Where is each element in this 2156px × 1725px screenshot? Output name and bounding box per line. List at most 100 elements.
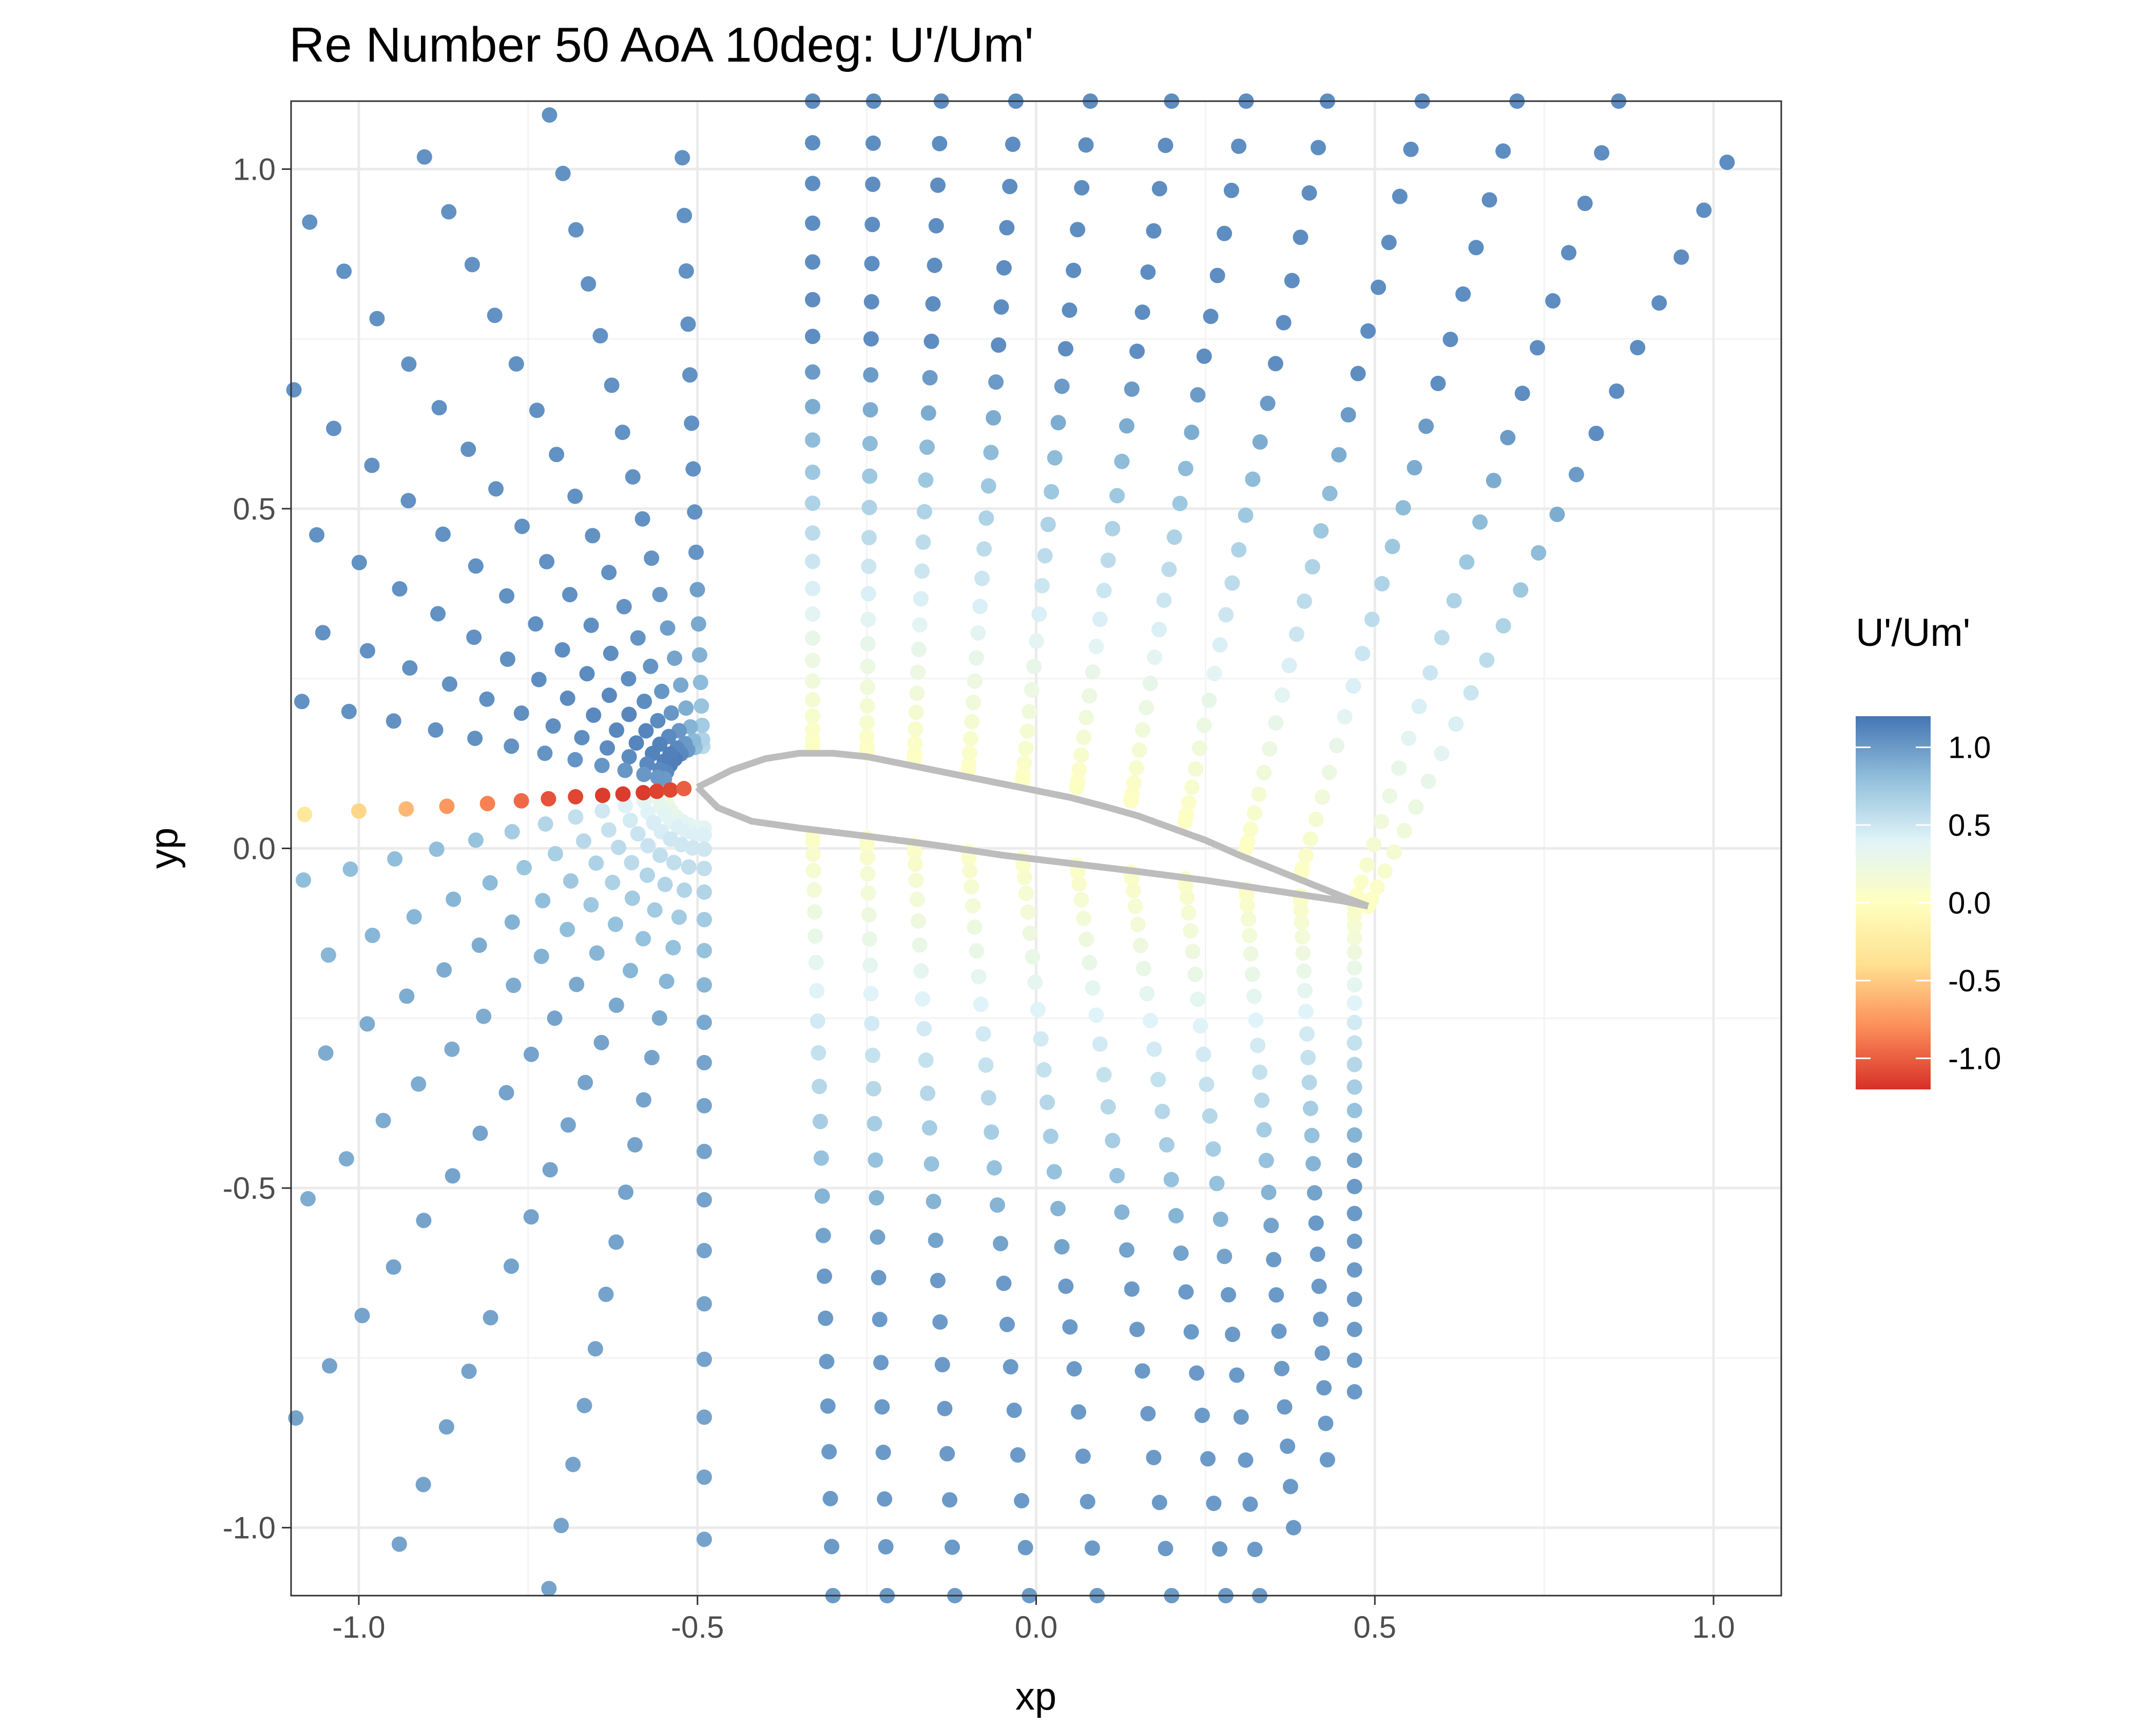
- data-point: [1355, 645, 1371, 661]
- data-point: [919, 439, 935, 455]
- data-point: [805, 553, 821, 569]
- data-point: [1070, 864, 1086, 880]
- data-point: [1486, 473, 1502, 489]
- data-point: [471, 937, 487, 953]
- data-point: [805, 329, 821, 344]
- data-point: [1346, 1262, 1362, 1278]
- data-point: [921, 1120, 937, 1136]
- data-point: [805, 708, 821, 724]
- data-point: [690, 616, 706, 632]
- data-point: [1561, 245, 1576, 261]
- data-point: [468, 832, 484, 848]
- data-point: [1066, 262, 1082, 278]
- data-point: [1184, 779, 1200, 795]
- data-point: [1129, 1321, 1145, 1337]
- data-point: [986, 410, 1002, 426]
- data-point: [654, 683, 670, 699]
- data-point: [1134, 1363, 1150, 1379]
- data-point: [910, 664, 926, 680]
- airfoil-upper-surface: [696, 750, 1370, 910]
- data-point: [1529, 340, 1545, 356]
- data-point: [630, 826, 646, 842]
- data-point: [639, 867, 655, 883]
- data-point: [969, 650, 985, 666]
- data-point: [937, 1401, 953, 1416]
- data-point: [1146, 1449, 1162, 1465]
- data-point: [915, 991, 931, 1007]
- data-point: [387, 851, 403, 867]
- data-point: [1463, 685, 1479, 701]
- data-point: [1418, 418, 1434, 434]
- data-point: [1381, 235, 1397, 251]
- data-point: [811, 1045, 826, 1061]
- data-point: [1054, 1239, 1070, 1255]
- data-point: [1472, 514, 1488, 530]
- data-point: [1163, 1172, 1179, 1187]
- data-point: [1127, 898, 1143, 914]
- data-point: [999, 1316, 1015, 1332]
- data-point: [875, 1444, 891, 1460]
- data-point: [1373, 814, 1389, 830]
- data-point: [1037, 548, 1053, 564]
- data-point: [1040, 516, 1056, 532]
- data-point: [909, 685, 925, 701]
- y-axis-label: yp: [142, 828, 186, 869]
- data-point: [1020, 904, 1036, 920]
- data-point: [676, 781, 692, 797]
- data-point: [861, 907, 877, 923]
- data-point: [392, 581, 408, 597]
- data-point: [871, 1270, 887, 1286]
- data-point: [1100, 1099, 1116, 1115]
- data-point: [603, 645, 619, 661]
- data-point: [1239, 897, 1255, 913]
- data-point: [872, 1312, 888, 1328]
- data-point: [593, 1034, 609, 1050]
- data-point: [1331, 447, 1347, 463]
- data-point: [932, 136, 948, 151]
- data-point: [336, 263, 352, 279]
- data-point: [1285, 1520, 1301, 1536]
- data-point: [1126, 775, 1142, 791]
- data-point: [1029, 633, 1045, 649]
- data-point: [1088, 639, 1104, 655]
- data-point: [859, 679, 875, 695]
- data-point: [805, 733, 821, 749]
- data-point: [1129, 343, 1145, 359]
- data-point: [861, 931, 877, 947]
- data-point: [649, 783, 665, 799]
- data-point: [587, 1341, 603, 1357]
- data-point: [807, 904, 823, 920]
- data-point: [805, 398, 821, 414]
- data-point: [1346, 930, 1362, 946]
- data-point: [498, 1085, 514, 1101]
- data-point: [1212, 637, 1228, 653]
- data-point: [499, 588, 515, 604]
- x-tick-label: 1.0: [1692, 1610, 1735, 1644]
- data-point: [1243, 946, 1259, 962]
- data-point: [416, 1213, 432, 1229]
- data-point: [694, 698, 709, 714]
- data-point: [1018, 740, 1034, 756]
- data-point: [805, 135, 821, 151]
- data-point: [624, 890, 640, 906]
- data-point: [608, 998, 624, 1013]
- data-point: [696, 1351, 712, 1367]
- data-point: [647, 902, 663, 918]
- data-point: [978, 1057, 994, 1073]
- data-point: [915, 534, 931, 550]
- data-point: [320, 947, 336, 963]
- data-point: [429, 841, 445, 857]
- data-point: [864, 256, 880, 272]
- data-point: [1305, 1156, 1321, 1172]
- data-point: [516, 860, 532, 876]
- data-point: [1058, 1278, 1074, 1294]
- data-point: [1139, 986, 1155, 1002]
- data-point: [560, 691, 575, 706]
- data-point: [861, 500, 877, 515]
- data-point: [688, 544, 704, 560]
- data-point: [696, 1469, 712, 1485]
- data-point: [1114, 453, 1130, 469]
- data-point: [1297, 593, 1313, 609]
- data-point: [1549, 506, 1565, 522]
- data-point: [696, 943, 712, 959]
